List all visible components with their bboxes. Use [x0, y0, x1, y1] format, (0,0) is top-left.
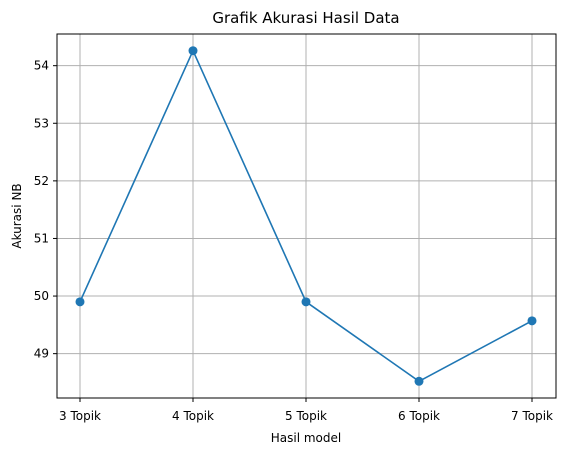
x-tick-label: 4 Topik — [172, 409, 214, 423]
x-tick-label: 5 Topik — [285, 409, 327, 423]
data-point — [301, 297, 311, 307]
y-tick-label: 51 — [34, 231, 49, 245]
grid — [57, 34, 556, 398]
y-axis-label: Akurasi NB — [10, 183, 24, 248]
data-point — [527, 316, 537, 326]
y-tick-label: 54 — [34, 59, 49, 73]
y-tick-label: 50 — [34, 289, 49, 303]
x-tick-label: 6 Topik — [398, 409, 440, 423]
y-tick-label: 53 — [34, 116, 49, 130]
chart-title: Grafik Akurasi Hasil Data — [212, 9, 399, 27]
data-point — [188, 46, 198, 56]
y-tick-label: 49 — [34, 347, 49, 361]
x-axis: 3 Topik 4 Topik 5 Topik 6 Topik 7 Topik — [59, 398, 553, 423]
series-layer — [75, 46, 537, 386]
x-tick-label: 7 Topik — [511, 409, 553, 423]
data-point — [75, 297, 85, 307]
data-point — [414, 376, 424, 386]
y-axis: 49 50 51 52 53 54 — [34, 59, 57, 361]
x-axis-label: Hasil model — [271, 431, 341, 445]
y-tick-label: 52 — [34, 174, 49, 188]
x-tick-label: 3 Topik — [59, 409, 101, 423]
